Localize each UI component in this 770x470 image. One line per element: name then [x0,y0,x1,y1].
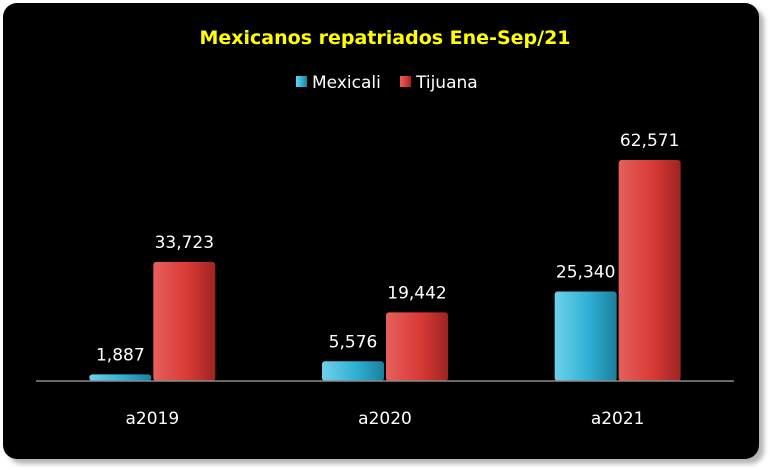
bars-layer: 1,887 33,723 5,576 19,442 25,340 62,571 [89,131,681,381]
data-label-tijuana-a2019: 33,723 [155,233,214,253]
bar-tijuana-a2020 [386,312,448,381]
x-tick-a2020: a2020 [358,409,412,429]
data-label-tijuana-a2021: 62,571 [620,131,679,151]
legend-swatch-tijuana [400,76,411,87]
bar-mexicali-a2021 [554,291,617,381]
x-axis-ticks: a2019 a2020 a2021 [125,409,644,429]
legend-label-tijuana: Tijuana [415,73,478,93]
x-tick-a2019: a2019 [125,409,179,429]
bar-tijuana-a2021 [618,160,681,381]
data-label-tijuana-a2020: 19,442 [387,283,446,303]
data-label-mexicali-a2020: 5,576 [329,332,378,352]
legend: Mexicali Tijuana [296,73,478,93]
data-label-mexicali-a2021: 25,340 [556,262,615,282]
x-tick-a2021: a2021 [591,409,645,429]
bar-tijuana-a2019 [153,261,216,381]
legend-swatch-mexicali [296,76,307,87]
bar-mexicali-a2019 [89,374,152,381]
chart-title: Mexicanos repatriados Ene-Sep/21 [199,27,570,49]
legend-label-mexicali: Mexicali [312,73,381,93]
bar-mexicali-a2020 [322,361,384,381]
data-label-mexicali-a2019: 1,887 [96,345,145,365]
